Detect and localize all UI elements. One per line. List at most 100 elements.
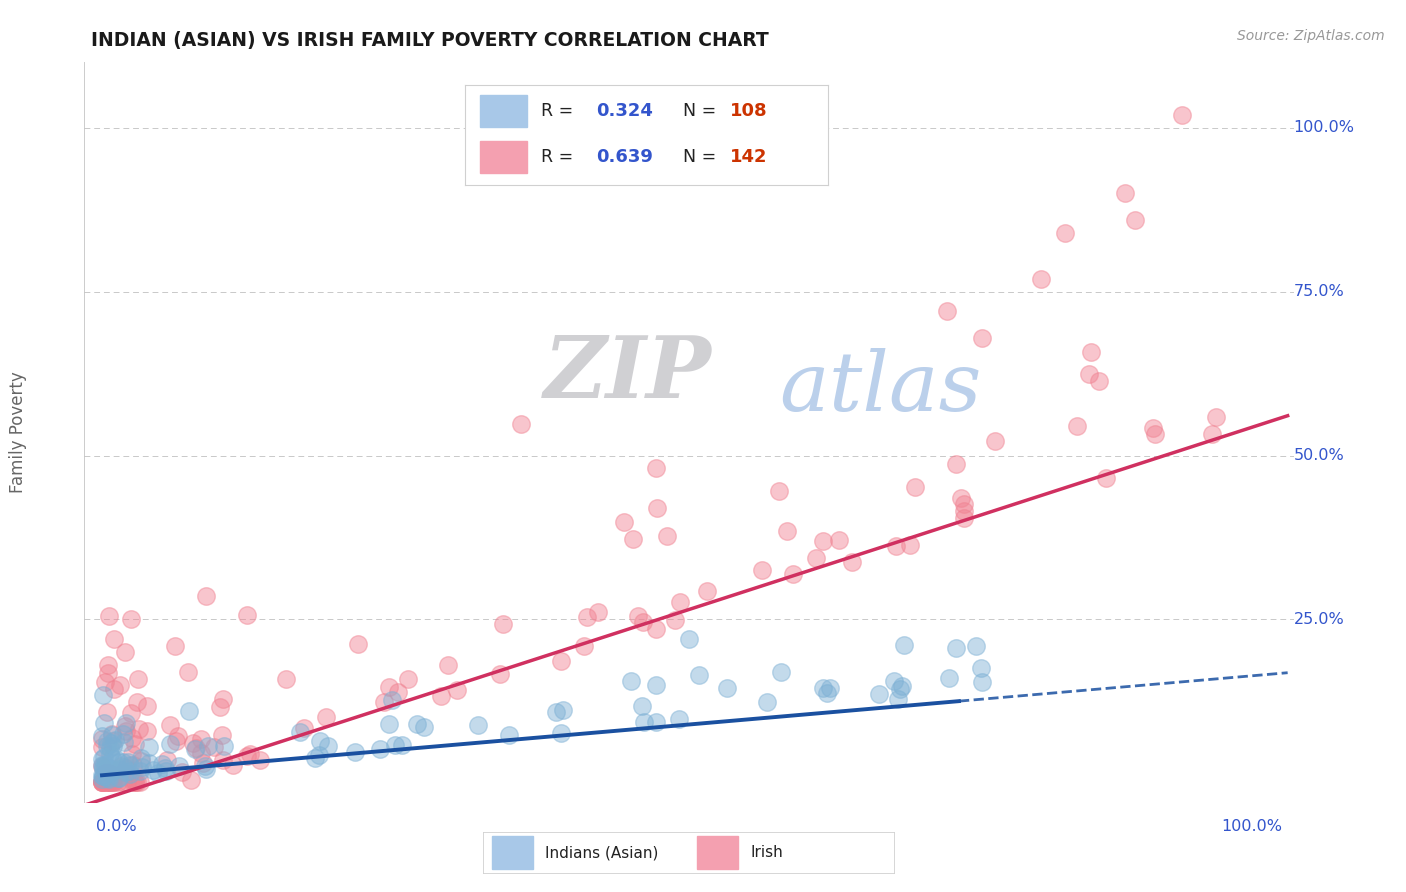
Point bbox=[93, 716, 115, 731]
Point bbox=[633, 714, 655, 729]
Point bbox=[884, 539, 907, 553]
Point bbox=[93, 688, 115, 702]
Point bbox=[97, 665, 120, 680]
Point bbox=[129, 775, 152, 789]
Point bbox=[100, 764, 122, 779]
Point bbox=[575, 609, 598, 624]
Point bbox=[97, 771, 120, 785]
Point bbox=[103, 732, 125, 747]
Point bbox=[91, 758, 114, 772]
Point bbox=[236, 749, 259, 764]
Point bbox=[191, 756, 214, 770]
Point bbox=[101, 726, 124, 740]
Point bbox=[1088, 374, 1111, 388]
Point bbox=[550, 654, 572, 668]
Point bbox=[97, 775, 120, 789]
Text: 25.0%: 25.0% bbox=[1294, 612, 1344, 627]
Point bbox=[101, 751, 124, 765]
Point bbox=[782, 566, 804, 581]
Point bbox=[118, 764, 141, 778]
Point bbox=[620, 674, 643, 689]
Point bbox=[572, 639, 595, 653]
Point bbox=[96, 739, 118, 754]
Point bbox=[612, 516, 634, 530]
Point bbox=[120, 706, 142, 720]
Point bbox=[98, 775, 121, 789]
Point bbox=[751, 563, 773, 577]
Point bbox=[105, 752, 128, 766]
Point bbox=[1143, 427, 1166, 442]
Point bbox=[136, 699, 159, 714]
Point bbox=[818, 681, 841, 696]
Point bbox=[108, 678, 131, 692]
Text: Source: ZipAtlas.com: Source: ZipAtlas.com bbox=[1237, 29, 1385, 43]
Point bbox=[121, 731, 143, 745]
Point bbox=[165, 640, 187, 654]
Point bbox=[446, 682, 468, 697]
Point bbox=[811, 534, 834, 549]
Point bbox=[211, 752, 233, 766]
Point bbox=[904, 480, 927, 494]
Point bbox=[98, 762, 121, 776]
Text: INDIAN (ASIAN) VS IRISH FAMILY POVERTY CORRELATION CHART: INDIAN (ASIAN) VS IRISH FAMILY POVERTY C… bbox=[91, 31, 769, 50]
Point bbox=[1123, 212, 1146, 227]
Point bbox=[114, 719, 136, 733]
Point bbox=[627, 608, 650, 623]
Point bbox=[1201, 427, 1223, 442]
Point bbox=[381, 693, 404, 707]
Point bbox=[755, 695, 778, 709]
Point bbox=[98, 766, 121, 780]
Point bbox=[936, 304, 959, 318]
Point bbox=[1053, 226, 1076, 240]
Point bbox=[769, 665, 792, 679]
Point bbox=[1114, 186, 1136, 200]
Point bbox=[630, 699, 652, 714]
Point bbox=[647, 500, 669, 515]
Point bbox=[131, 754, 153, 768]
Point bbox=[898, 538, 921, 552]
Point bbox=[1066, 418, 1088, 433]
Point bbox=[1205, 409, 1227, 424]
Point bbox=[120, 612, 142, 626]
Point bbox=[239, 747, 262, 761]
Point bbox=[645, 460, 668, 475]
Text: 100.0%: 100.0% bbox=[1220, 819, 1282, 834]
Point bbox=[159, 737, 181, 751]
Point bbox=[131, 759, 153, 773]
Point bbox=[391, 739, 413, 753]
Point bbox=[103, 632, 125, 646]
Point bbox=[129, 764, 152, 778]
Point bbox=[96, 764, 118, 778]
Point bbox=[110, 759, 132, 773]
Point bbox=[668, 712, 690, 726]
Point bbox=[101, 775, 124, 789]
Point bbox=[103, 681, 125, 696]
Point bbox=[91, 758, 114, 772]
Point bbox=[91, 772, 114, 787]
Point bbox=[115, 761, 138, 775]
Point bbox=[387, 685, 409, 699]
Point bbox=[195, 762, 218, 776]
Point bbox=[117, 755, 139, 769]
Point bbox=[212, 739, 235, 754]
Point bbox=[112, 775, 135, 789]
Point bbox=[114, 723, 136, 738]
Point bbox=[112, 760, 135, 774]
Point bbox=[183, 742, 205, 756]
Point bbox=[91, 768, 114, 782]
Point bbox=[107, 771, 129, 785]
Point bbox=[128, 722, 150, 736]
Point bbox=[645, 714, 668, 729]
Point bbox=[413, 720, 436, 734]
Point bbox=[768, 484, 790, 499]
Text: 75.0%: 75.0% bbox=[1294, 285, 1344, 299]
Point bbox=[155, 764, 177, 779]
Point bbox=[378, 716, 401, 731]
Point bbox=[108, 771, 131, 785]
Text: 100.0%: 100.0% bbox=[1294, 120, 1354, 136]
Point bbox=[91, 729, 114, 743]
Point bbox=[93, 750, 115, 764]
Point bbox=[586, 605, 609, 619]
Point bbox=[211, 727, 233, 741]
Point bbox=[98, 772, 121, 786]
